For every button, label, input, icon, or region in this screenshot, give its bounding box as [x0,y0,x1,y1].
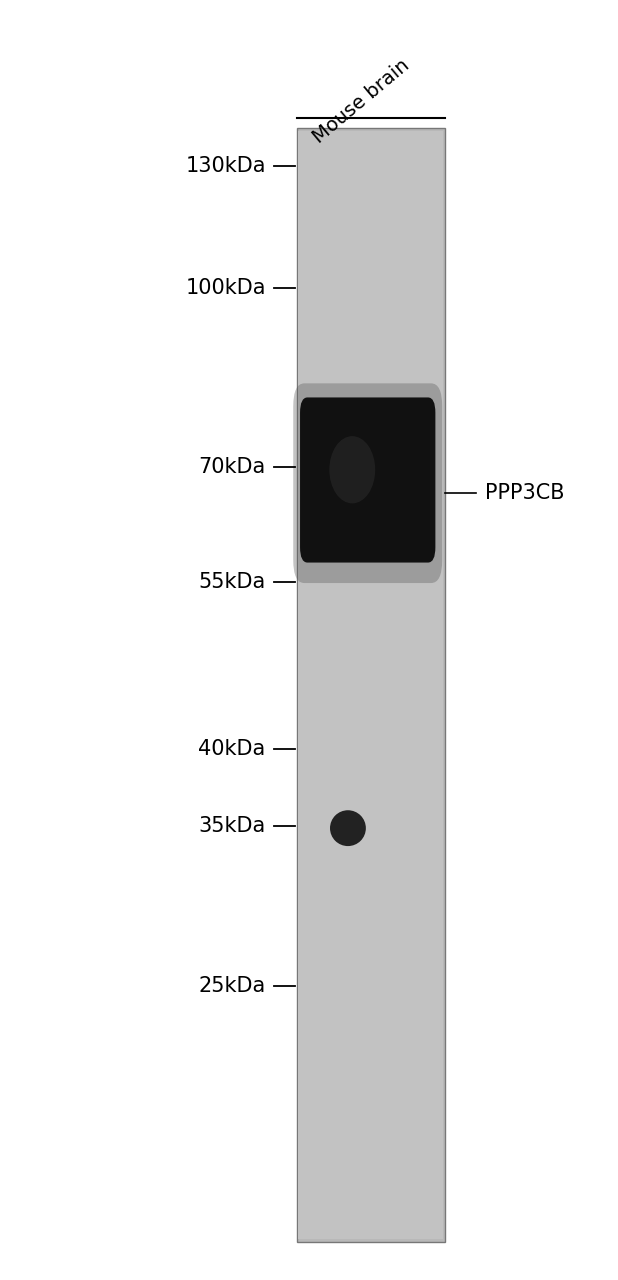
Text: 100kDa: 100kDa [185,278,266,298]
Ellipse shape [329,436,375,503]
Text: Mouse brain: Mouse brain [310,56,413,147]
Ellipse shape [330,810,366,846]
Text: PPP3CB: PPP3CB [485,483,565,503]
FancyBboxPatch shape [300,398,435,563]
FancyBboxPatch shape [298,131,443,1239]
Text: 25kDa: 25kDa [198,975,266,996]
Text: 40kDa: 40kDa [198,739,266,759]
FancyBboxPatch shape [293,384,442,584]
Text: 55kDa: 55kDa [198,572,266,593]
FancyBboxPatch shape [297,128,445,1242]
Text: 70kDa: 70kDa [198,457,266,477]
Text: 35kDa: 35kDa [198,815,266,836]
Text: 130kDa: 130kDa [185,156,266,177]
